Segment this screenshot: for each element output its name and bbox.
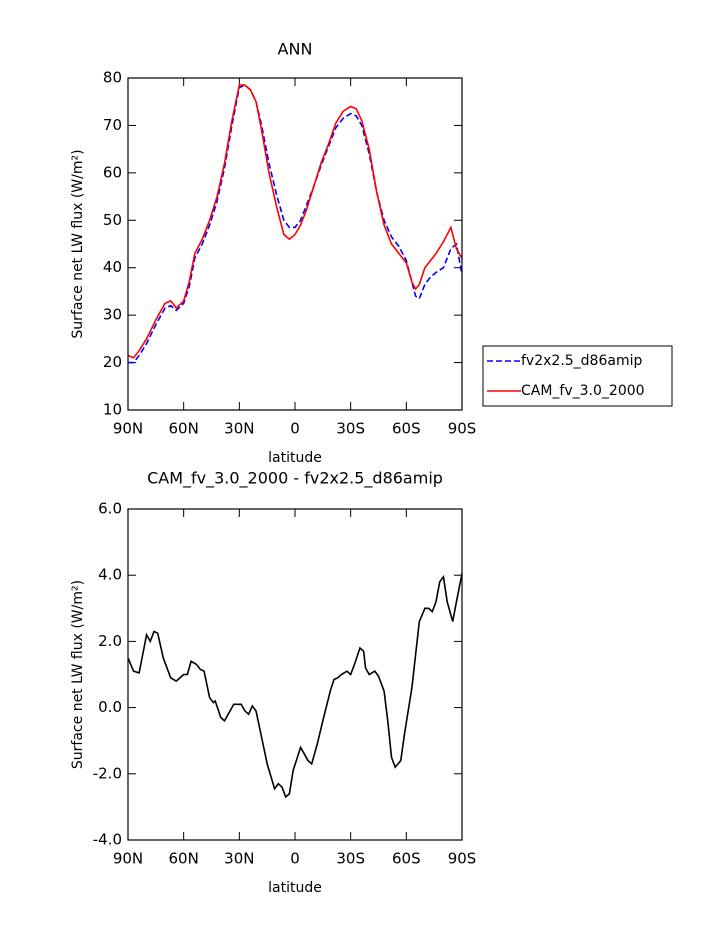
x-tick-label: 90N bbox=[113, 420, 143, 438]
x-tick-label: 90N bbox=[113, 850, 143, 868]
y-tick-label: 20 bbox=[103, 353, 122, 371]
y-tick-label: 30 bbox=[103, 306, 122, 324]
chart-title: ANN bbox=[278, 40, 313, 59]
x-tick-label: 60S bbox=[392, 420, 421, 438]
x-tick-label: 90S bbox=[448, 420, 477, 438]
x-tick-label: 30S bbox=[336, 420, 365, 438]
data-line bbox=[127, 84, 463, 359]
y-tick-label: 2.0 bbox=[98, 632, 122, 650]
y-tick-label: -4.0 bbox=[93, 831, 122, 849]
plot-frame bbox=[127, 508, 463, 841]
y-tick-label: 10 bbox=[103, 401, 122, 419]
x-tick-label: 60N bbox=[169, 850, 199, 868]
legend-box bbox=[482, 345, 673, 407]
x-axis-label: latitude bbox=[268, 450, 322, 466]
x-tick-label: 0 bbox=[290, 850, 300, 868]
y-tick-label: 80 bbox=[103, 69, 122, 87]
y-tick-label: 40 bbox=[103, 258, 122, 276]
data-line bbox=[127, 573, 463, 799]
legend-label: fv2x2.5_d86amip bbox=[521, 353, 642, 369]
y-tick-label: -2.0 bbox=[93, 764, 122, 782]
y-axis-label: Surface net LW flux (W/m²) bbox=[70, 149, 86, 338]
y-tick-label: 70 bbox=[103, 116, 122, 134]
x-tick-label: 30N bbox=[224, 420, 254, 438]
data-line bbox=[128, 84, 463, 364]
x-tick-label: 90S bbox=[448, 850, 477, 868]
plot-frame bbox=[127, 77, 463, 411]
x-axis-label: latitude bbox=[268, 880, 322, 896]
y-axis-label: Surface net LW flux (W/m²) bbox=[70, 580, 86, 769]
x-tick-label: 60S bbox=[392, 850, 421, 868]
y-tick-label: 6.0 bbox=[98, 500, 122, 518]
y-tick-label: 60 bbox=[103, 163, 122, 181]
y-tick-label: 50 bbox=[103, 211, 122, 229]
x-tick-label: 60N bbox=[169, 420, 199, 438]
legend-label: CAM_fv_3.0_2000 bbox=[521, 383, 645, 399]
y-tick-label: 4.0 bbox=[98, 566, 122, 584]
x-tick-label: 0 bbox=[290, 420, 300, 438]
x-tick-label: 30S bbox=[336, 850, 365, 868]
y-tick-label: 0.0 bbox=[98, 698, 122, 716]
x-tick-label: 30N bbox=[224, 850, 254, 868]
chart-title: CAM_fv_3.0_2000 - fv2x2.5_d86amip bbox=[147, 469, 443, 489]
